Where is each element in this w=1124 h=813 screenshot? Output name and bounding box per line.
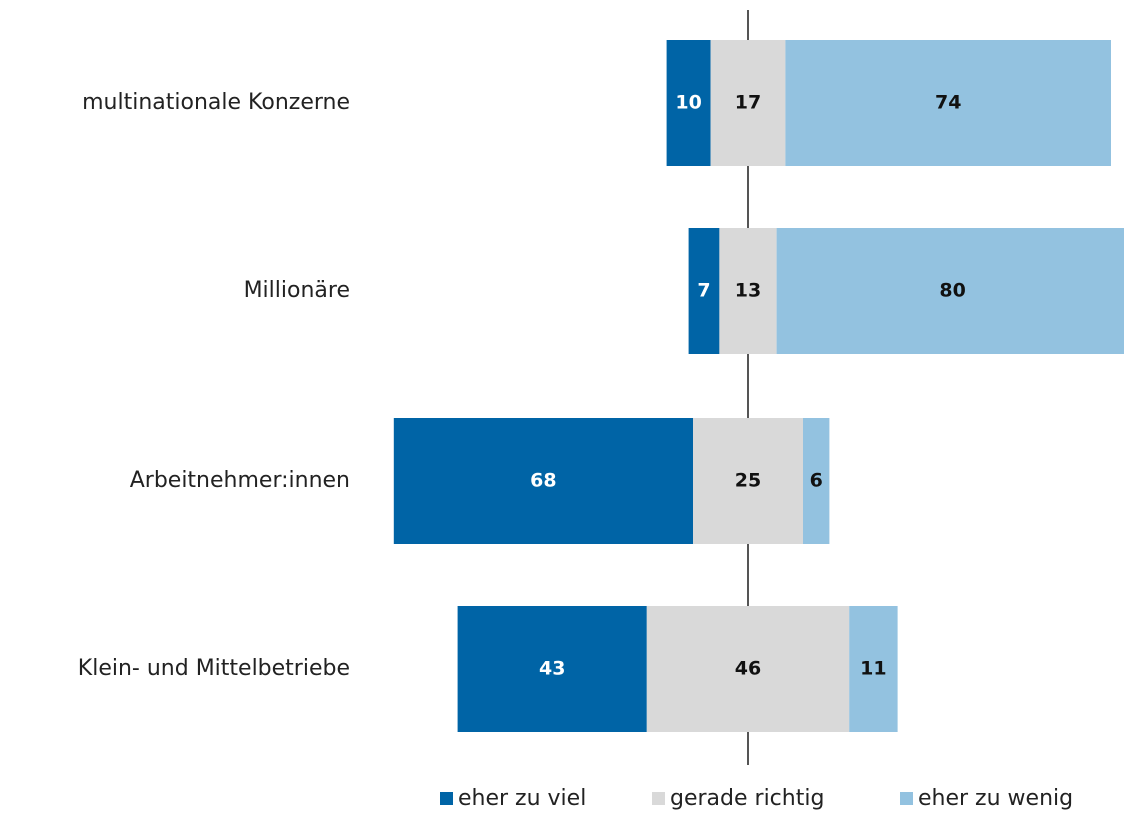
bar-segment <box>785 40 1111 166</box>
value-label: 6 <box>810 470 823 492</box>
bar-segment <box>693 418 803 544</box>
bar-segment <box>849 606 898 732</box>
category-label: Arbeitnehmer:innen <box>130 468 350 493</box>
legend-swatch <box>440 792 453 805</box>
value-label: 74 <box>935 92 961 114</box>
bar-segment <box>666 40 711 166</box>
bar-segment <box>646 606 850 732</box>
category-label: Millionäre <box>244 278 350 303</box>
legend-swatch <box>652 792 665 805</box>
bar-segment <box>710 40 786 166</box>
bar-segment <box>719 228 777 354</box>
value-label: 7 <box>697 280 710 302</box>
legend-label: eher zu viel <box>458 786 586 811</box>
legend-label: gerade richtig <box>670 786 824 811</box>
bar-segment <box>393 418 693 544</box>
bar-segment <box>776 228 1124 354</box>
value-label: 10 <box>675 92 701 114</box>
value-label: 17 <box>735 92 761 114</box>
value-label: 68 <box>530 470 556 492</box>
category-label: Klein- und Mittelbetriebe <box>78 656 350 681</box>
value-label: 13 <box>735 280 761 302</box>
value-label: 11 <box>860 658 886 680</box>
category-label: multinationale Konzerne <box>82 90 350 115</box>
bar-segment <box>688 228 720 354</box>
legend-swatch <box>900 792 913 805</box>
value-label: 43 <box>539 658 565 680</box>
bar-segment <box>803 418 830 544</box>
value-label: 46 <box>735 658 761 680</box>
value-label: 25 <box>735 470 761 492</box>
legend-label: eher zu wenig <box>918 786 1073 811</box>
bar-segment <box>457 606 647 732</box>
value-label: 80 <box>939 280 965 302</box>
